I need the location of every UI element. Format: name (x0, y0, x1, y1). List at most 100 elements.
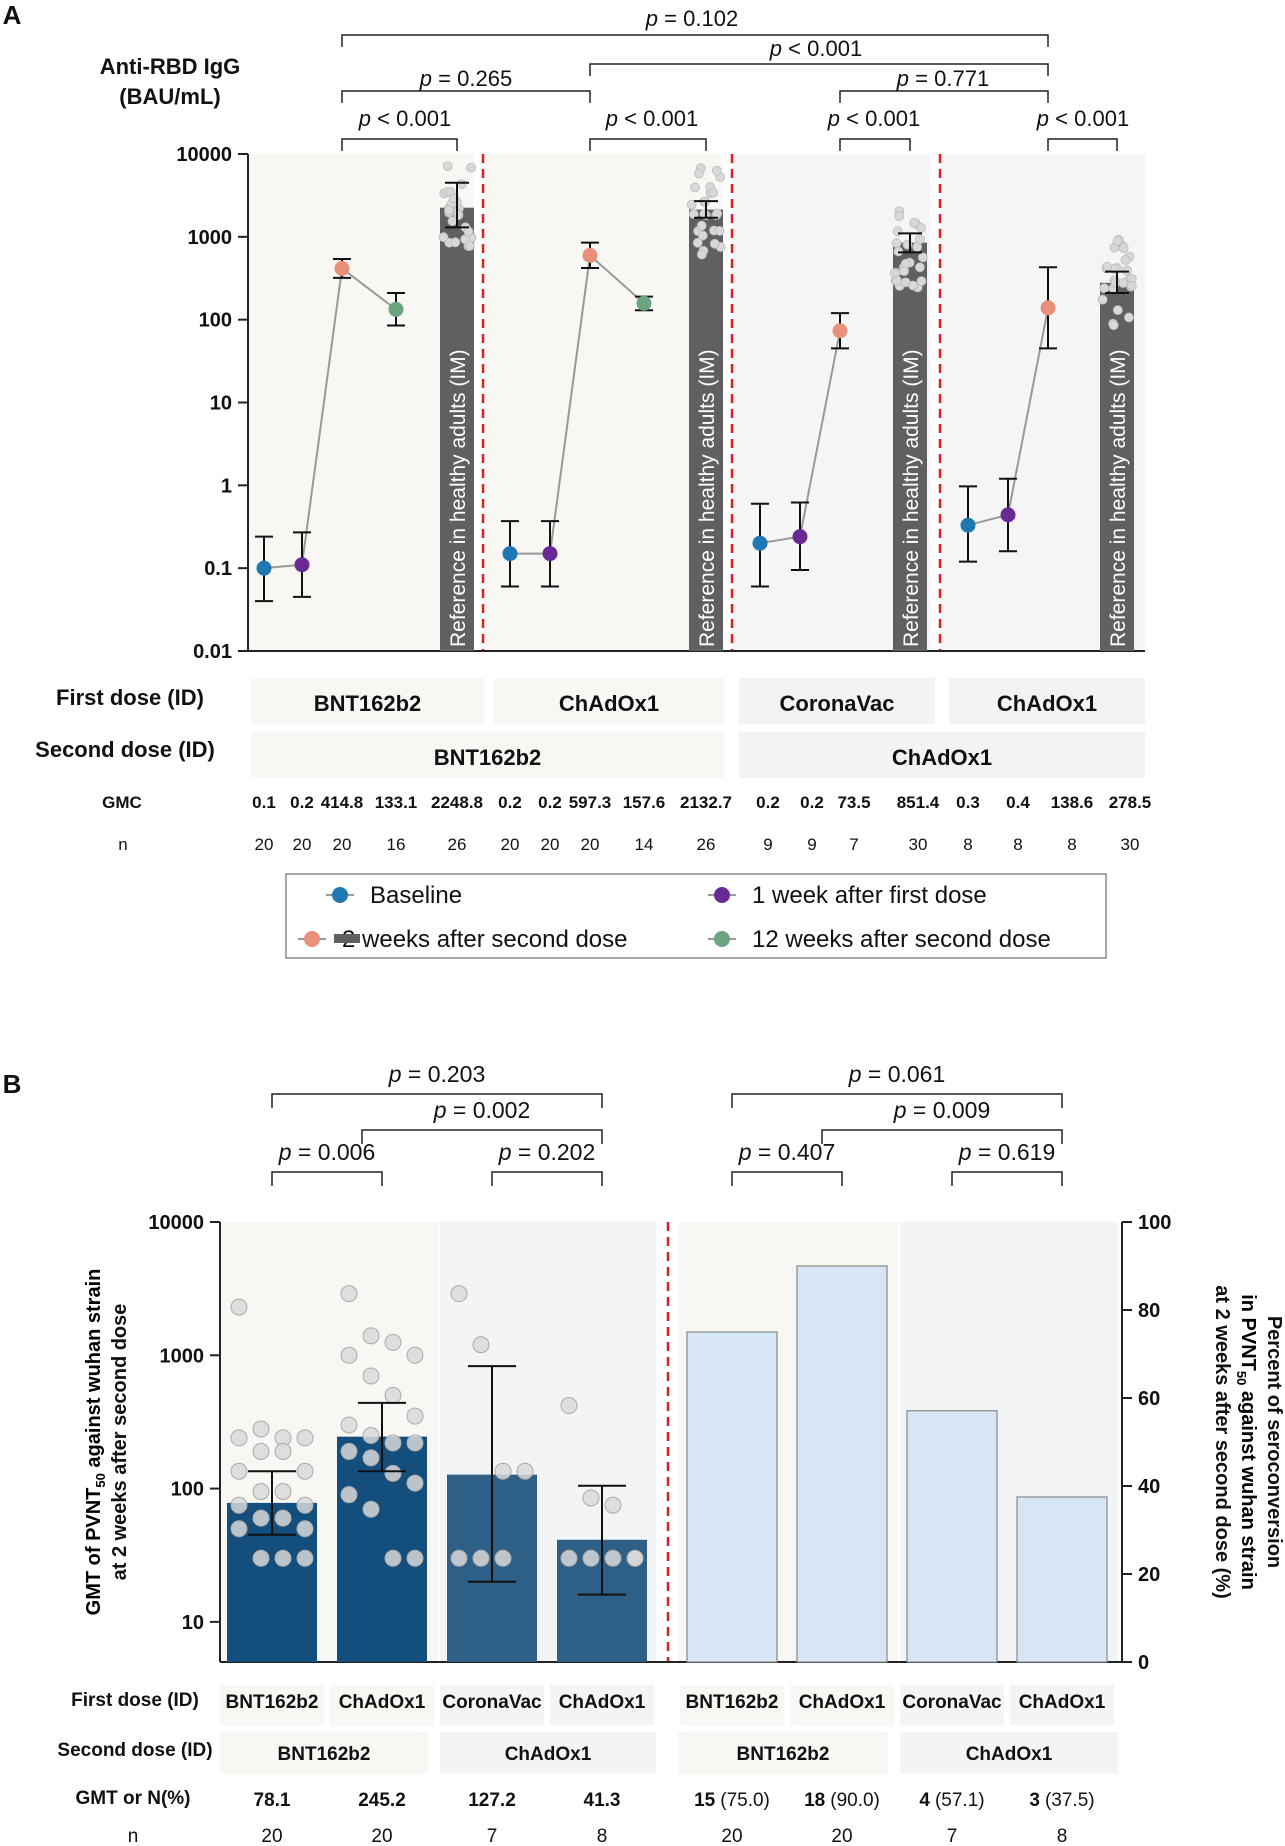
gmt-point (604, 1549, 622, 1567)
reference-point (692, 237, 703, 248)
n-value: 30 (909, 835, 928, 854)
p-value: p = 0.102 (645, 6, 738, 31)
reference-point (438, 232, 449, 243)
gmt-point (296, 1520, 314, 1538)
p-value-rest: = 0.202 (512, 1139, 596, 1165)
y-tick-label-right: 0 (1138, 1652, 1149, 1674)
gmt-point (406, 1474, 424, 1492)
reference-point (908, 280, 918, 291)
p-bracket (1047, 138, 1118, 151)
first-dose-box (494, 678, 724, 724)
first-dose-name: BNT162b2 (226, 1692, 319, 1713)
p-value: p < 0.001 (605, 106, 698, 131)
gmt-bold: 3 (1029, 1790, 1040, 1811)
y-tick-label: 0.1 (204, 558, 232, 580)
data-point (502, 546, 518, 562)
timepoint-line (510, 253, 645, 555)
p-value-p: p (738, 1139, 752, 1165)
p-bracket (361, 1129, 603, 1144)
n-value: 9 (763, 835, 772, 854)
p-value: p = 0.061 (848, 1061, 946, 1087)
gmt-point (560, 1397, 578, 1415)
gmt-point (472, 1549, 490, 1567)
data-point (542, 546, 558, 562)
p-value-rest: = 0.006 (292, 1139, 376, 1165)
reference-point (456, 179, 467, 189)
gmc-value: 597.3 (569, 793, 612, 812)
gmc-value: 0.1 (252, 793, 276, 812)
gmt-bar (337, 1436, 427, 1662)
second-dose-box (220, 1732, 428, 1774)
ylabel-part: in PVNT (1237, 1294, 1259, 1371)
reference-point (711, 165, 722, 176)
first-dose-box (220, 1685, 324, 1725)
gmt-pct: (37.5) (1045, 1790, 1095, 1811)
reference-point (708, 187, 719, 198)
legend-label: 12 weeks after second dose (752, 926, 1051, 953)
gmc-value: 2248.8 (431, 793, 483, 812)
first-dose-name: ChAdOx1 (339, 1692, 426, 1713)
first-dose-box (1010, 1685, 1114, 1725)
second-dose-box (678, 1732, 888, 1774)
reference-point (1102, 261, 1112, 272)
p-bracket (821, 1129, 1063, 1144)
gmt-point (384, 1549, 402, 1567)
p-value-p: p (645, 6, 658, 31)
gmc-value: 0.2 (290, 793, 314, 812)
data-point (294, 557, 310, 573)
reference-point (912, 242, 923, 252)
p-bracket (271, 1093, 603, 1108)
legend-marker (304, 931, 320, 947)
reference-point (712, 208, 723, 219)
gmt-point (626, 1549, 644, 1567)
first-dose-box (330, 1685, 434, 1725)
p-value-p: p (769, 36, 782, 61)
gmc-value: 157.6 (623, 793, 666, 812)
gmc-value: 0.2 (800, 793, 824, 812)
n-value: 14 (635, 835, 654, 854)
gmt-point (230, 1298, 248, 1316)
n-value: 16 (387, 835, 406, 854)
p-bracket (341, 138, 458, 151)
p-value: p = 0.002 (433, 1097, 531, 1123)
reference-point (447, 216, 458, 227)
gmt-bold: 78.1 (254, 1790, 291, 1811)
second-dose-box (739, 732, 1145, 778)
legend-label: 2 weeks after second dose (342, 926, 628, 953)
gmt-bold: 127.2 (468, 1790, 516, 1811)
p-value: p = 0.265 (419, 66, 512, 91)
gmt-point (384, 1333, 402, 1351)
n-value: 8 (1013, 835, 1022, 854)
p-value: p < 0.001 (769, 36, 862, 61)
y-tick-label: 100 (199, 310, 232, 332)
gmt-point (340, 1442, 358, 1460)
legend-box (285, 873, 1107, 959)
n-value: 20 (541, 835, 560, 854)
legend-label: Baseline (370, 882, 462, 909)
reference-point (1120, 255, 1131, 265)
gmt-point (362, 1327, 380, 1345)
first-dose-box (949, 678, 1145, 724)
reference-point (688, 209, 699, 220)
reference-point (714, 225, 725, 236)
legend-bar-marker (334, 934, 360, 943)
n-value: 8 (1057, 1826, 1068, 1846)
data-point (1000, 507, 1016, 523)
p-value-p: p (893, 1097, 907, 1123)
n-value: 8 (963, 835, 972, 854)
n-value: 20 (721, 1826, 742, 1846)
gmt-point (296, 1429, 314, 1447)
gmt-point (252, 1442, 270, 1460)
gmt-point (274, 1483, 292, 1501)
first-dose-name: BNT162b2 (686, 1692, 779, 1713)
y-axis-label-right-line2: in PVNT50 against wuhan strain (1234, 1294, 1259, 1590)
legend-marker (714, 887, 730, 903)
group-background (248, 154, 474, 651)
n-value: 20 (581, 835, 600, 854)
p-value-rest: < 0.001 (1049, 106, 1129, 131)
gmt-value: 4 (57.1) (919, 1790, 984, 1811)
second-dose-box (440, 1732, 656, 1774)
n-value: 20 (501, 835, 520, 854)
first-dose-box (251, 678, 484, 724)
gmt-value: 78.1 (254, 1790, 291, 1811)
